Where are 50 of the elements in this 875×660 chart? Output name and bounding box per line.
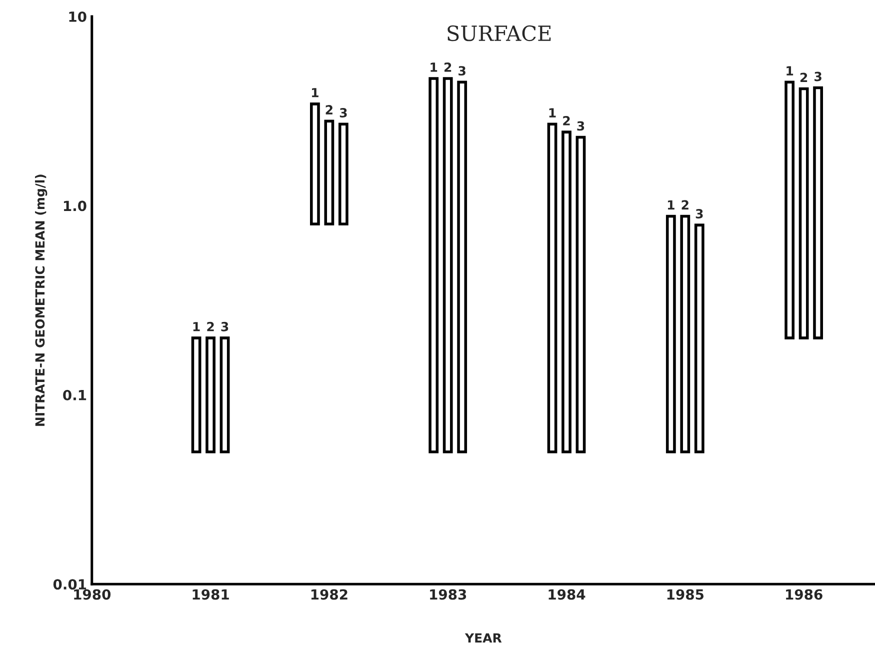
x-axis-title: YEAR: [464, 633, 502, 642]
bar: [338, 122, 348, 226]
series-label: 3: [577, 121, 584, 131]
y-tick-label: 1.0: [64, 200, 86, 212]
bar: [428, 77, 439, 454]
bar: [694, 224, 704, 454]
x-tick-label: 1981: [192, 589, 229, 600]
text: 3: [221, 322, 228, 332]
bar: [220, 336, 230, 454]
text: 3: [696, 209, 703, 218]
text: 2: [563, 116, 570, 126]
x-tick-label: 1986: [786, 589, 822, 600]
x-tick-label: 1984: [548, 589, 586, 600]
y-axis-title: NITRATE-N GEOMETRIC MEAN (mg/l): [34, 174, 48, 426]
text: 2: [444, 62, 452, 72]
bar: [442, 77, 453, 454]
bar: [457, 80, 468, 454]
bar: [562, 130, 572, 454]
text: 1: [786, 66, 794, 76]
bar: [666, 214, 676, 454]
y-tick-label: 0.1: [63, 390, 86, 400]
text: 2: [682, 200, 688, 210]
text: 3: [458, 66, 466, 76]
chart-title: SURFACE: [448, 25, 551, 42]
x-tick-label: 1983: [430, 589, 466, 600]
bar: [576, 136, 586, 454]
text: 1: [668, 200, 674, 210]
series-label: 1: [193, 322, 200, 332]
text: 2: [326, 105, 332, 114]
bar: [206, 336, 216, 454]
bar: [798, 87, 809, 340]
text: 1: [430, 62, 438, 72]
text: 3: [340, 108, 347, 118]
bar: [191, 336, 202, 454]
y-tick-label: 0.01: [53, 579, 86, 590]
bar: [813, 86, 823, 340]
bar: [310, 102, 320, 226]
bar: [784, 80, 795, 340]
bar: [680, 214, 690, 454]
text: 1: [549, 108, 556, 118]
text: 1: [312, 88, 318, 98]
x-tick-label: 1980: [74, 589, 111, 600]
text: 2: [800, 72, 808, 82]
x-tick-label: 1982: [311, 589, 348, 600]
x-tick-label: 1985: [667, 589, 704, 600]
bar: [547, 122, 558, 454]
bar: [324, 120, 334, 226]
y-tick-label: 10: [69, 11, 86, 22]
series-label: 2: [207, 322, 214, 332]
text: 3: [814, 72, 822, 82]
